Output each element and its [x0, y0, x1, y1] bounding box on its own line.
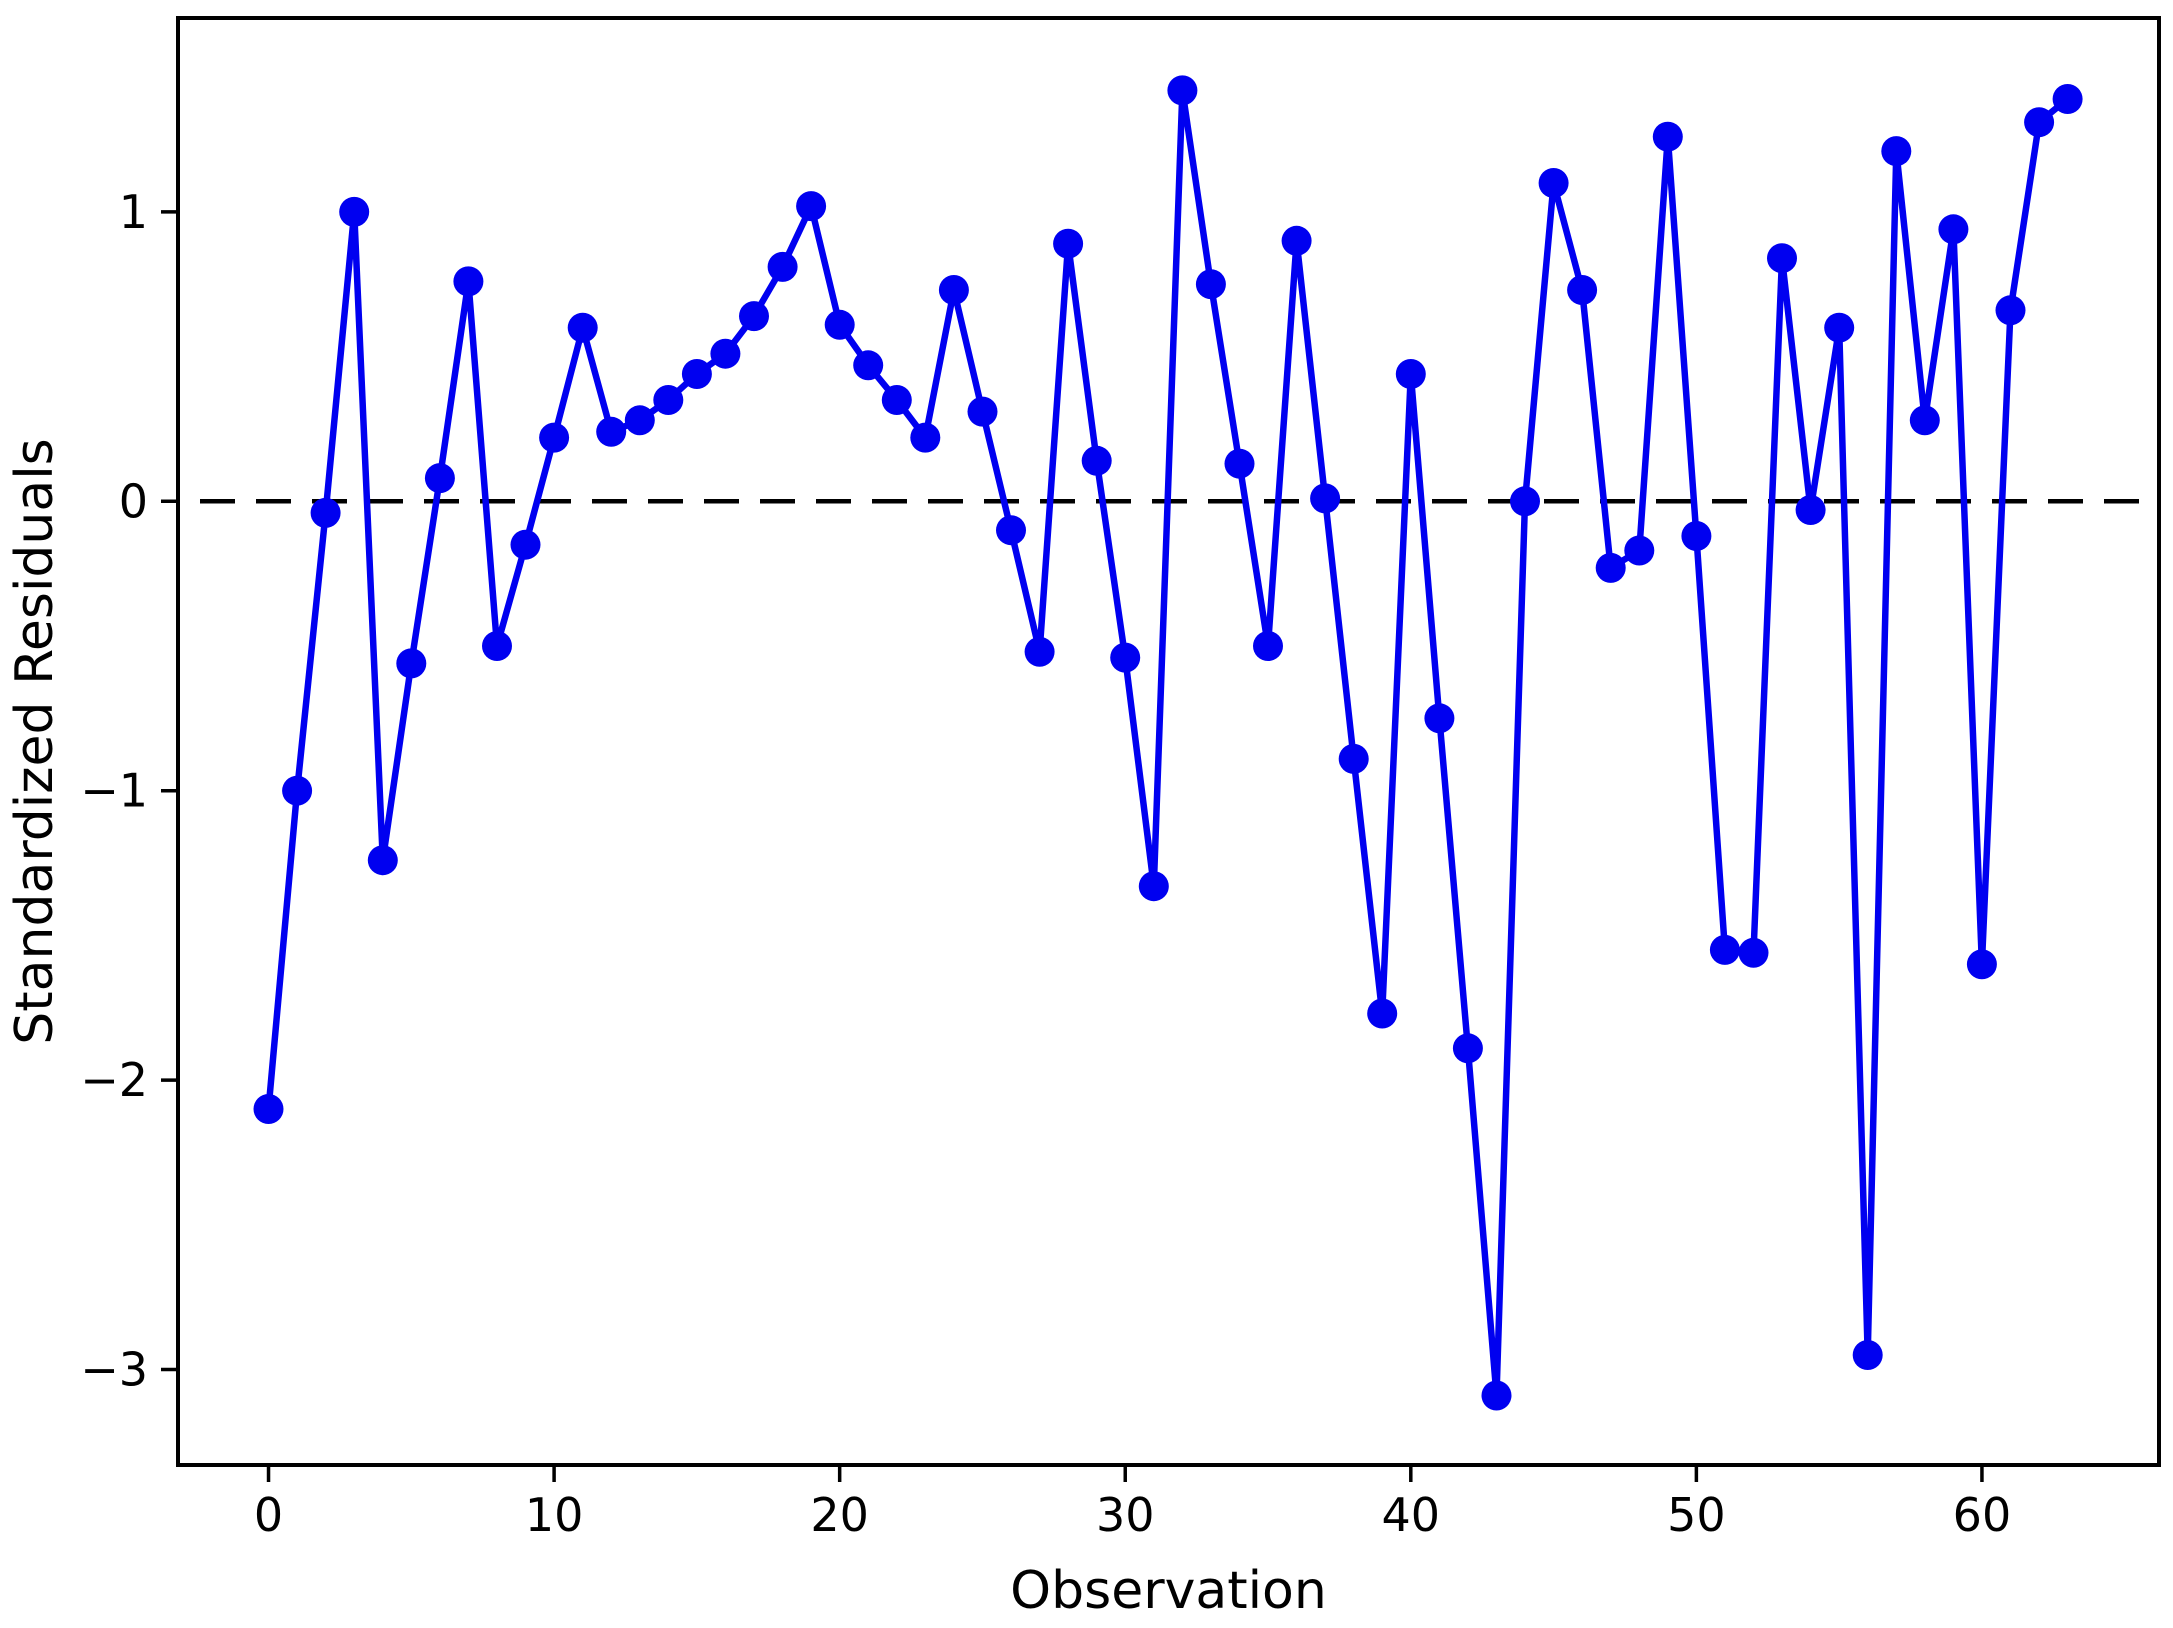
- y-tick-label: 1: [119, 185, 148, 239]
- data-point: [1795, 495, 1826, 525]
- data-point: [624, 405, 655, 436]
- x-axis-ticks: [266, 1465, 1984, 1482]
- data-point: [1024, 636, 1055, 667]
- data-point: [967, 396, 998, 427]
- data-point: [1110, 642, 1141, 673]
- data-point: [1395, 359, 1426, 389]
- data-point: [910, 422, 941, 453]
- data-point: [367, 845, 398, 876]
- x-axis-tick-labels: 0 10 20 30 40 50 60: [254, 1488, 2011, 1542]
- y-tick-label: −2: [80, 1053, 148, 1107]
- data-point: [1138, 871, 1169, 902]
- data-point: [710, 338, 741, 369]
- data-point: [482, 631, 512, 661]
- data-point: [1624, 535, 1655, 566]
- data-point: [539, 422, 570, 453]
- y-tick-label: −1: [80, 764, 148, 818]
- data-point: [396, 648, 427, 679]
- data-point: [1709, 934, 1740, 965]
- x-tick-label: 40: [1382, 1488, 1441, 1542]
- data-point: [938, 275, 969, 305]
- data-point: [1881, 136, 1912, 167]
- data-point: [510, 529, 541, 560]
- data-point: [1338, 743, 1369, 774]
- data-point: [453, 266, 484, 297]
- data-point: [881, 385, 912, 415]
- data-point: [1224, 448, 1255, 479]
- y-tick-label: 0: [119, 474, 148, 528]
- data-point: [1738, 937, 1769, 968]
- data-point: [596, 416, 627, 447]
- data-point: [1281, 225, 1312, 256]
- data-point: [1081, 445, 1112, 476]
- residuals-series-line: [265, 87, 2071, 1399]
- data-point: [1424, 703, 1455, 734]
- data-point: [996, 515, 1026, 546]
- x-tick-label: 10: [525, 1488, 584, 1542]
- x-tick-label: 50: [1667, 1488, 1726, 1542]
- data-point: [796, 191, 827, 222]
- y-axis-tick-labels: 1 0 −1 −2 −3: [80, 185, 148, 1397]
- y-axis-ticks: [161, 210, 178, 1372]
- data-point: [1195, 269, 1226, 300]
- data-point: [1995, 295, 2026, 326]
- data-points-group: [253, 75, 2083, 1411]
- data-point: [2052, 84, 2083, 114]
- data-point: [253, 1094, 284, 1124]
- data-point: [1167, 75, 1198, 106]
- data-point: [1452, 1033, 1483, 1064]
- x-tick-label: 20: [810, 1488, 869, 1542]
- data-point: [1767, 243, 1797, 274]
- y-axis-label: Standardized Residuals: [5, 438, 65, 1045]
- data-point: [1053, 228, 1084, 259]
- data-point: [767, 251, 798, 282]
- data-point: [1824, 312, 1855, 343]
- x-tick-label: 30: [1096, 1488, 1155, 1542]
- data-point: [1367, 998, 1398, 1029]
- data-point: [653, 385, 684, 415]
- data-point: [681, 359, 712, 389]
- data-point: [1909, 405, 1940, 436]
- data-point: [1510, 486, 1540, 517]
- data-point: [1538, 168, 1569, 198]
- data-point: [739, 301, 769, 332]
- data-point: [2024, 107, 2055, 138]
- y-tick-label: −3: [80, 1342, 148, 1396]
- data-point: [339, 196, 370, 227]
- data-point: [1938, 214, 1969, 245]
- data-point: [1595, 552, 1626, 583]
- plot-border: [176, 16, 2161, 1467]
- data-point: [1310, 483, 1341, 514]
- data-point: [282, 775, 313, 806]
- data-point: [1253, 631, 1283, 661]
- data-point: [1966, 949, 1997, 980]
- data-point: [853, 350, 884, 381]
- data-point: [1567, 275, 1598, 305]
- data-point: [824, 309, 855, 340]
- data-point: [1481, 1380, 1512, 1411]
- data-point: [1681, 521, 1712, 551]
- data-point: [310, 497, 341, 528]
- data-point: [1652, 121, 1683, 152]
- data-point: [1852, 1340, 1883, 1370]
- data-point: [424, 463, 455, 494]
- x-axis-label: Observation: [1010, 1561, 1327, 1621]
- x-tick-label: 60: [1953, 1488, 2012, 1542]
- data-point: [567, 312, 598, 343]
- x-tick-label: 0: [254, 1488, 283, 1542]
